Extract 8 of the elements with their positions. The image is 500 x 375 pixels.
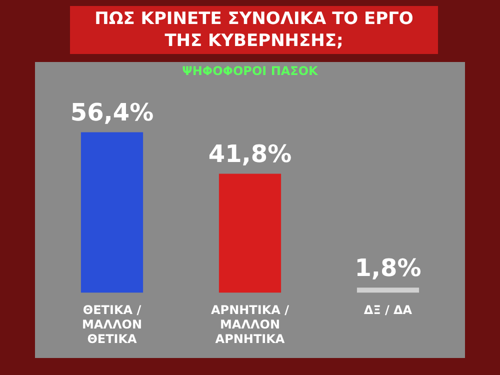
data-label: 41,8% bbox=[208, 140, 292, 168]
data-label: 56,4% bbox=[70, 98, 154, 126]
chart-title: ΠΩΣ ΚΡΙΝΕΤΕ ΣΥΝΟΛΙΚΑ ΤΟ ΕΡΓΟ ΤΗΣ ΚΥΒΕΡΝΗΣΗΣ; bbox=[70, 6, 438, 54]
data-label: 1,8% bbox=[354, 254, 422, 282]
chart-subtitle: ΨΗΦΟΦΟΡΟΙ ΠΑΣΟΚ bbox=[181, 64, 319, 78]
x-tick-label: ΔΞ / ΔΑ bbox=[364, 303, 413, 318]
x-tick-label: ΘΕΤΙΚΑ / ΜΑΛΛΟΝ ΘΕΤΙΚΑ bbox=[82, 303, 142, 346]
x-tick-label: ΑΡΝΗΤΙΚΑ / ΜΑΛΛΟΝ ΑΡΝΗΤΙΚΑ bbox=[211, 303, 290, 346]
